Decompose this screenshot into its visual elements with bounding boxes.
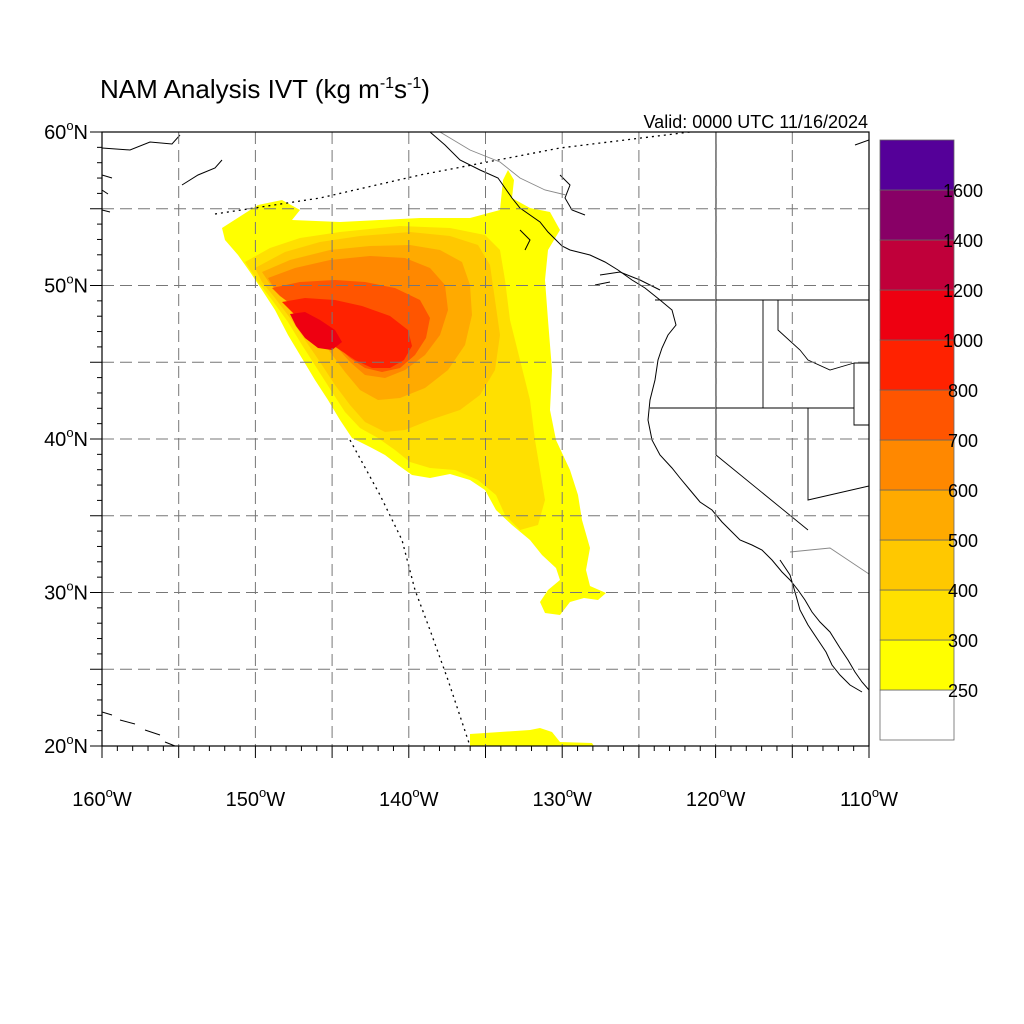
colorbar-label: 400 — [948, 581, 978, 601]
colorbar-label: 700 — [948, 431, 978, 451]
colorbar-label: 250 — [948, 681, 978, 701]
lat-tick-label: 50oN — [44, 272, 88, 298]
ivt-region-1000 — [290, 312, 342, 350]
ivt-region-800 — [282, 298, 412, 368]
colorbar-swatch — [879, 439, 955, 491]
lat-tick-label: 40oN — [44, 425, 88, 451]
colorbar-swatch — [879, 289, 955, 341]
colorbar-swatch — [879, 389, 955, 441]
colorbar-swatch — [879, 539, 955, 591]
lon-tick-label: 120oW — [686, 785, 746, 811]
colorbar-label: 1200 — [943, 281, 983, 301]
colorbar-label: 800 — [948, 381, 978, 401]
colorbar-swatch — [879, 139, 955, 191]
lon-tick-label: 110oW — [840, 785, 898, 811]
colorbar-label: 300 — [948, 631, 978, 651]
lon-tick-label: 130oW — [532, 785, 592, 811]
lat-lon-grid — [102, 132, 869, 746]
colorbar-swatch — [879, 589, 955, 641]
ivt-shading — [222, 170, 606, 746]
lat-tick-label: 30oN — [44, 579, 88, 605]
figure-title: NAM Analysis IVT (kg m-1s-1) — [100, 74, 430, 104]
axis-ticks — [90, 131, 870, 758]
colorbar-label: 1400 — [943, 231, 983, 251]
colorbar-label: 600 — [948, 481, 978, 501]
colorbar-swatch — [879, 489, 955, 541]
coastlines — [102, 132, 869, 746]
lon-tick-label: 160oW — [72, 785, 132, 811]
longitude-labels: 160oW 150oW 140oW 130oW 120oW 110oW — [72, 785, 898, 811]
latitude-labels: 60oN 50oN 40oN 30oN 20oN — [44, 118, 88, 758]
colorbar-swatch — [879, 639, 955, 691]
colorbar: 250 300 400 500 600 700 800 1000 1200 1400 1600 — [879, 139, 983, 741]
colorbar-swatch — [879, 239, 955, 291]
colorbar-label: 1000 — [943, 331, 983, 351]
colorbar-swatch — [879, 189, 955, 241]
map-area — [102, 132, 869, 746]
colorbar-label: 500 — [948, 531, 978, 551]
valid-time-label: Valid: 0000 UTC 11/16/2024 — [644, 112, 868, 132]
colorbar-swatch — [879, 689, 955, 741]
ivt-region-south-250 — [470, 728, 594, 746]
lat-tick-label: 60oN — [44, 118, 88, 144]
lon-tick-label: 150oW — [226, 785, 286, 811]
lat-tick-label: 20oN — [44, 732, 88, 758]
colorbar-label: 1600 — [943, 181, 983, 201]
lon-tick-label: 140oW — [379, 785, 439, 811]
